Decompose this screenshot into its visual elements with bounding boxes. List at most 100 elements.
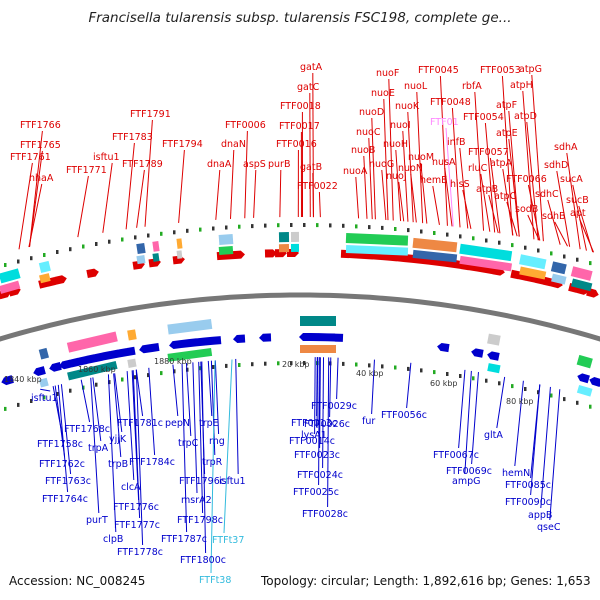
forward-gene-label[interactable]: aspS [243,159,266,170]
forward-gene-label[interactable]: atpH [510,80,533,91]
forward-gene-label[interactable]: sdhB [542,211,566,222]
forward-gene-label[interactable]: FTF0045 [418,65,459,76]
forward-gene-label[interactable]: atpA [490,158,513,169]
reverse-gene-arrow[interactable] [122,346,136,357]
reverse-gene-arrow[interactable] [0,375,14,386]
forward-gene-label[interactable]: atpC [494,191,517,202]
forward-gene-label[interactable]: gatC [297,82,320,93]
reverse-gene-arrow[interactable] [32,366,46,377]
reverse-gene-label[interactable]: trpE [199,418,219,429]
forward-gene-label[interactable]: nhaA [29,173,54,184]
reverse-gene-arrow[interactable] [576,372,590,384]
forward-gene-label[interactable]: nuoB [351,145,375,156]
reverse-gene-label[interactable]: lysA1 [301,430,327,441]
reverse-gene-arrow[interactable] [66,357,80,368]
forward-gene-label[interactable]: FTF1789 [122,159,163,170]
forward-gene-label[interactable]: FTF1761 [10,152,51,163]
reverse-gene-arrow[interactable] [299,332,312,342]
forward-gene-label[interactable]: FTF1771 [66,165,107,176]
reverse-gene-label[interactable]: FTF1781c [117,418,163,429]
reverse-gene-label[interactable]: trpA [88,443,109,454]
reverse-gene-arrow[interactable] [185,338,198,348]
reverse-gene-arrow[interactable] [486,351,500,361]
forward-gene-label[interactable]: sucB [566,195,589,206]
reverse-gene-label[interactable]: FTF1796c [179,476,225,487]
forward-gene-arrow[interactable] [86,268,99,278]
reverse-gene-label[interactable]: yjjK [109,434,127,445]
reverse-gene-arrow[interactable] [74,356,88,366]
reverse-gene-arrow[interactable] [233,334,246,344]
reverse-gene-arrow[interactable] [90,352,104,363]
reverse-gene-label[interactable]: FTF0023c [294,450,340,461]
forward-gene-label[interactable]: atpF [496,100,517,111]
forward-gene-label[interactable]: nuoH [383,139,408,150]
forward-gene-label[interactable]: nuoM [408,152,434,163]
forward-gene-label[interactable]: nuoK [395,101,420,112]
reverse-gene-label[interactable]: FTF1778c [117,547,163,558]
forward-gene-label[interactable]: FTF1791 [130,109,171,120]
reverse-gene-label[interactable]: appB [528,510,552,521]
reverse-gene-arrow[interactable] [82,354,96,364]
reverse-gene-label[interactable]: FTF1758c [37,439,83,450]
reverse-gene-label[interactable]: FTF0024c [297,470,343,481]
forward-gene-arrow[interactable] [54,274,67,285]
forward-gene-label[interactable]: FTF0057 [468,147,509,158]
reverse-gene-label[interactable]: FTF1777c [114,520,160,531]
reverse-gene-arrow[interactable] [323,333,336,342]
forward-gene-label[interactable]: atpE [496,128,518,139]
forward-gene-label[interactable]: nuoJ [386,171,407,182]
rna-gene-label[interactable]: FTFt38 [199,575,231,586]
reverse-gene-label[interactable]: trpR [202,457,223,468]
reverse-gene-label[interactable]: msrA2 [181,495,212,506]
reverse-gene-arrow[interactable] [106,349,120,360]
forward-gene-label[interactable]: FTF0006 [225,120,266,131]
reverse-gene-arrow[interactable] [138,344,152,354]
reverse-gene-arrow[interactable] [315,333,328,342]
reverse-gene-arrow[interactable] [98,351,112,361]
reverse-gene-arrow[interactable] [436,342,450,353]
forward-gene-label[interactable]: dnaN [221,139,246,150]
forward-gene-label[interactable]: atpD [514,111,537,122]
forward-gene-label[interactable]: FTF0048 [430,97,471,108]
reverse-gene-label[interactable]: trpB [108,459,128,470]
forward-gene-label[interactable]: isftu1 [93,152,120,163]
forward-gene-label[interactable]: sucA [560,174,583,185]
reverse-gene-arrow[interactable] [331,333,344,342]
forward-gene-label[interactable]: FTF0018 [280,101,321,112]
forward-gene-label[interactable]: rbfA [462,81,482,92]
reverse-gene-label[interactable]: FTF1787c [161,534,207,545]
forward-gene-label[interactable]: FTF0022 [297,181,338,192]
forward-gene-label[interactable]: sdhD [544,160,568,171]
reverse-gene-label[interactable]: FTF1763c [45,476,91,487]
forward-gene-label[interactable]: FTF0053 [480,65,521,76]
forward-gene-label[interactable]: nuoN [398,163,423,174]
reverse-gene-label[interactable]: trpC [178,438,199,449]
forward-gene-label[interactable]: nuoL [404,81,428,92]
reverse-gene-label[interactable]: FTF0029c [311,401,357,412]
forward-gene-label[interactable]: atpB [476,184,498,195]
reverse-gene-arrow[interactable] [114,348,128,358]
reverse-gene-label[interactable]: fur [362,416,375,427]
reverse-gene-label[interactable]: FTF0014c [289,436,335,447]
reverse-gene-arrow[interactable] [209,336,222,345]
reverse-gene-label[interactable]: FTF0026c [304,419,350,430]
reverse-gene-label[interactable]: gltA [484,430,503,441]
reverse-gene-arrow[interactable] [177,339,190,349]
forward-gene-label[interactable]: dnaA [207,159,232,170]
reverse-gene-label[interactable]: clcA [121,482,141,493]
forward-gene-label[interactable]: apt [570,208,586,219]
forward-gene-arrow[interactable] [232,250,245,260]
reverse-gene-label[interactable]: FTF0028c [302,509,348,520]
forward-gene-label[interactable]: FTF1765 [20,140,61,151]
reverse-gene-label[interactable]: clpB [103,534,123,545]
forward-gene-label[interactable]: FTF1783 [112,132,153,143]
forward-gene-label[interactable]: rluC [468,163,488,174]
forward-gene-label[interactable]: nuoF [376,68,399,79]
forward-gene-label[interactable]: nuoC [356,127,381,138]
reverse-gene-label[interactable]: FTF1762c [39,459,85,470]
forward-gene-label[interactable]: sdhA [554,142,578,153]
reverse-gene-label[interactable]: FTF0056c [381,410,427,421]
reverse-gene-arrow[interactable] [146,343,160,353]
forward-gene-label[interactable]: FTF0016 [276,139,317,150]
forward-gene-label[interactable]: nuoA [343,166,368,177]
